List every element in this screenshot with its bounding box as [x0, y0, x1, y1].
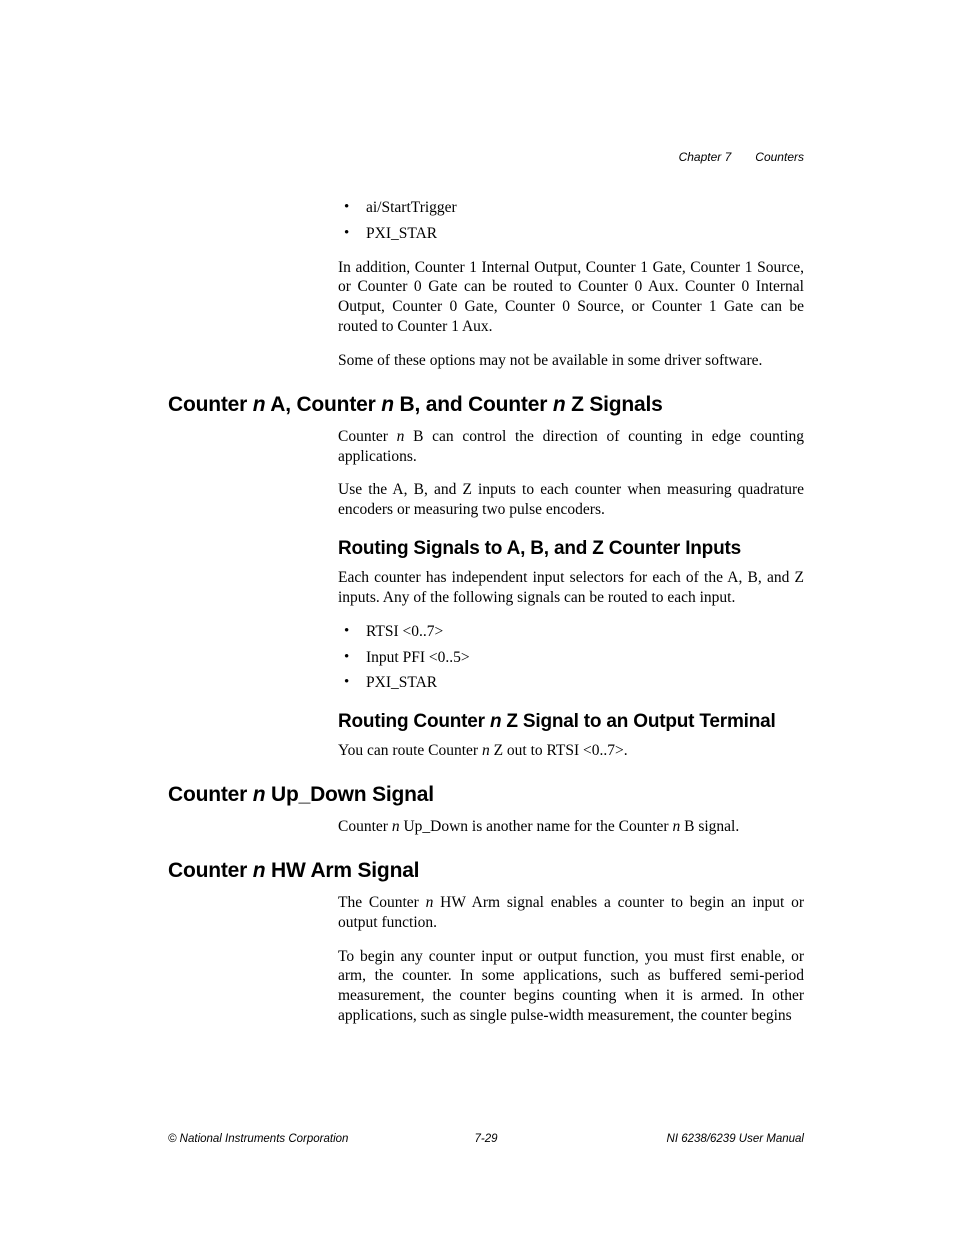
page: Chapter 7 Counters ai/StartTrigger PXI_ST…: [0, 0, 954, 1235]
list-item: PXI_STAR: [338, 673, 804, 693]
top-bullet-list: ai/StartTrigger PXI_STAR: [338, 198, 804, 244]
section-body: The Counter n HW Arm signal enables a co…: [338, 893, 804, 1026]
list-item: Input PFI <0..5>: [338, 648, 804, 668]
paragraph: Counter n Up_Down is another name for th…: [338, 817, 804, 837]
chapter-title: Counters: [755, 150, 804, 164]
list-item: PXI_STAR: [338, 224, 804, 244]
running-header: Chapter 7 Counters: [679, 150, 804, 164]
subsection-body: Each counter has independent input selec…: [338, 568, 804, 693]
subsection-heading-routing-abz: Routing Signals to A, B, and Z Counter I…: [338, 538, 804, 560]
paragraph: Some of these options may not be availab…: [338, 351, 804, 371]
section-heading-updown: Counter n Up_Down Signal: [168, 783, 804, 807]
content: ai/StartTrigger PXI_STAR In addition, Co…: [168, 198, 804, 1026]
section-heading-counter-abz: Counter n A, Counter n B, and Counter n …: [168, 393, 804, 417]
paragraph: You can route Counter n Z out to RTSI <0…: [338, 741, 804, 761]
list-item: RTSI <0..7>: [338, 622, 804, 642]
paragraph: The Counter n HW Arm signal enables a co…: [338, 893, 804, 933]
section-body: Counter n B can control the direction of…: [338, 427, 804, 520]
subsection-heading-routing-z-out: Routing Counter n Z Signal to an Output …: [338, 711, 804, 733]
footer-copyright: © National Instruments Corporation: [168, 1133, 348, 1145]
intro-block: ai/StartTrigger PXI_STAR In addition, Co…: [338, 198, 804, 371]
routing-bullet-list: RTSI <0..7> Input PFI <0..5> PXI_STAR: [338, 622, 804, 693]
paragraph: Each counter has independent input selec…: [338, 568, 804, 608]
page-footer: © National Instruments Corporation 7-29 …: [168, 1133, 804, 1145]
list-item: ai/StartTrigger: [338, 198, 804, 218]
section-body: Counter n Up_Down is another name for th…: [338, 817, 804, 837]
paragraph: Counter n B can control the direction of…: [338, 427, 804, 467]
section-heading-hwarm: Counter n HW Arm Signal: [168, 859, 804, 883]
footer-manual-title: NI 6238/6239 User Manual: [667, 1133, 804, 1145]
paragraph: To begin any counter input or output fun…: [338, 947, 804, 1026]
footer-page-number: 7-29: [474, 1133, 497, 1145]
paragraph: In addition, Counter 1 Internal Output, …: [338, 258, 804, 337]
subsection-body: You can route Counter n Z out to RTSI <0…: [338, 741, 804, 761]
chapter-label: Chapter 7: [679, 150, 732, 164]
paragraph: Use the A, B, and Z inputs to each count…: [338, 480, 804, 520]
